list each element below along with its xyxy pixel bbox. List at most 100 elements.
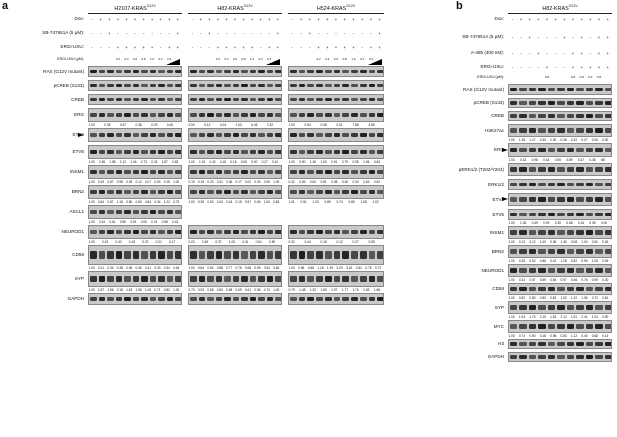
- quant-value: 0.52: [373, 180, 381, 184]
- quant-value: 0.21: [97, 266, 105, 270]
- band: [190, 69, 197, 74]
- band: [298, 132, 306, 138]
- band: [368, 297, 376, 301]
- condition-mark: -: [191, 31, 194, 36]
- condition-mark: -: [225, 31, 228, 36]
- band: [307, 97, 315, 102]
- band: [576, 147, 584, 153]
- band: [528, 182, 537, 187]
- band: [249, 169, 257, 175]
- band: [359, 83, 367, 88]
- quant-value: 0.82: [163, 288, 170, 292]
- condition-mark: -: [511, 51, 514, 56]
- quant-value: 0.42: [209, 160, 216, 164]
- quant-value: 1.06: [363, 160, 370, 164]
- quant-value: 0.52: [309, 180, 317, 184]
- band: [538, 101, 546, 105]
- band: [149, 169, 157, 175]
- band: [275, 83, 281, 88]
- band: [510, 287, 518, 291]
- band: [307, 229, 315, 235]
- band: [557, 147, 565, 153]
- band: [359, 169, 367, 175]
- band: [266, 169, 274, 175]
- band: [166, 297, 174, 301]
- condition-mark: -: [168, 31, 170, 36]
- condition-mark: -: [259, 45, 262, 50]
- band: [595, 324, 603, 329]
- band: [107, 276, 114, 282]
- quant-value: 1.00: [88, 123, 95, 127]
- band: [585, 324, 594, 329]
- quant-value: 0.26: [602, 240, 609, 244]
- band: [359, 149, 367, 155]
- band: [215, 69, 223, 74]
- band: [510, 268, 518, 273]
- band: [190, 189, 197, 195]
- band: [124, 297, 131, 301]
- quant-value: 0.01: [151, 220, 158, 224]
- band: [224, 149, 231, 155]
- band: [158, 189, 165, 195]
- quant-value: 0.59: [539, 278, 546, 282]
- quant-value: 3.29: [336, 266, 343, 270]
- band: [519, 114, 527, 118]
- condition-mark: -: [352, 31, 355, 36]
- quant-value: 0.46: [570, 278, 578, 282]
- condition-mark: +: [378, 17, 381, 22]
- band: [215, 297, 223, 301]
- condition-mark: +: [562, 35, 566, 40]
- band: [324, 297, 332, 301]
- quant-value: 1.53: [288, 123, 295, 127]
- blot-label-b: INSM1: [489, 229, 504, 235]
- band: [266, 149, 274, 155]
- band: [166, 189, 174, 195]
- condition-mark: -: [291, 17, 294, 22]
- band: [149, 229, 157, 235]
- band: [258, 189, 265, 195]
- band: [132, 149, 140, 155]
- band: [342, 112, 350, 118]
- band: [141, 132, 148, 138]
- band: [266, 297, 274, 301]
- band: [307, 132, 315, 138]
- quant-value: 0.98: [550, 334, 557, 338]
- band: [107, 229, 114, 235]
- condition-mark: +: [528, 17, 531, 22]
- quant-value: 0.87: [107, 180, 114, 184]
- blot-strip: [188, 293, 282, 305]
- band: [258, 97, 265, 102]
- condition-mark: -: [343, 31, 346, 36]
- band: [595, 147, 603, 153]
- quant-value: 0.84: [197, 266, 205, 270]
- quant-value: 0.73: [188, 288, 195, 292]
- condition-mark: +: [343, 45, 347, 50]
- band: [547, 212, 556, 217]
- band: [595, 230, 603, 235]
- band: [368, 229, 376, 235]
- band: [576, 230, 584, 235]
- band: [604, 342, 611, 346]
- quant-value: 0.54: [550, 278, 557, 282]
- band: [377, 169, 383, 175]
- quant-value: 0.98: [531, 158, 538, 162]
- band: [528, 147, 537, 153]
- band: [241, 149, 248, 155]
- condition-mark: -: [520, 51, 522, 56]
- band: [232, 132, 240, 138]
- band: [275, 276, 281, 282]
- quant-value: 1.00: [508, 259, 515, 263]
- band: [566, 342, 575, 346]
- quant-value: 1.00: [173, 288, 180, 292]
- band: [275, 189, 281, 195]
- blot-strip: [88, 271, 182, 287]
- condition-mark: +: [176, 45, 180, 50]
- band: [232, 97, 240, 102]
- band: [576, 197, 584, 202]
- band: [538, 167, 546, 172]
- band: [132, 189, 140, 195]
- band: [585, 128, 594, 133]
- condition-mark: 0.2: [360, 57, 365, 61]
- band: [149, 297, 157, 301]
- quant-value: 0.95: [352, 160, 359, 164]
